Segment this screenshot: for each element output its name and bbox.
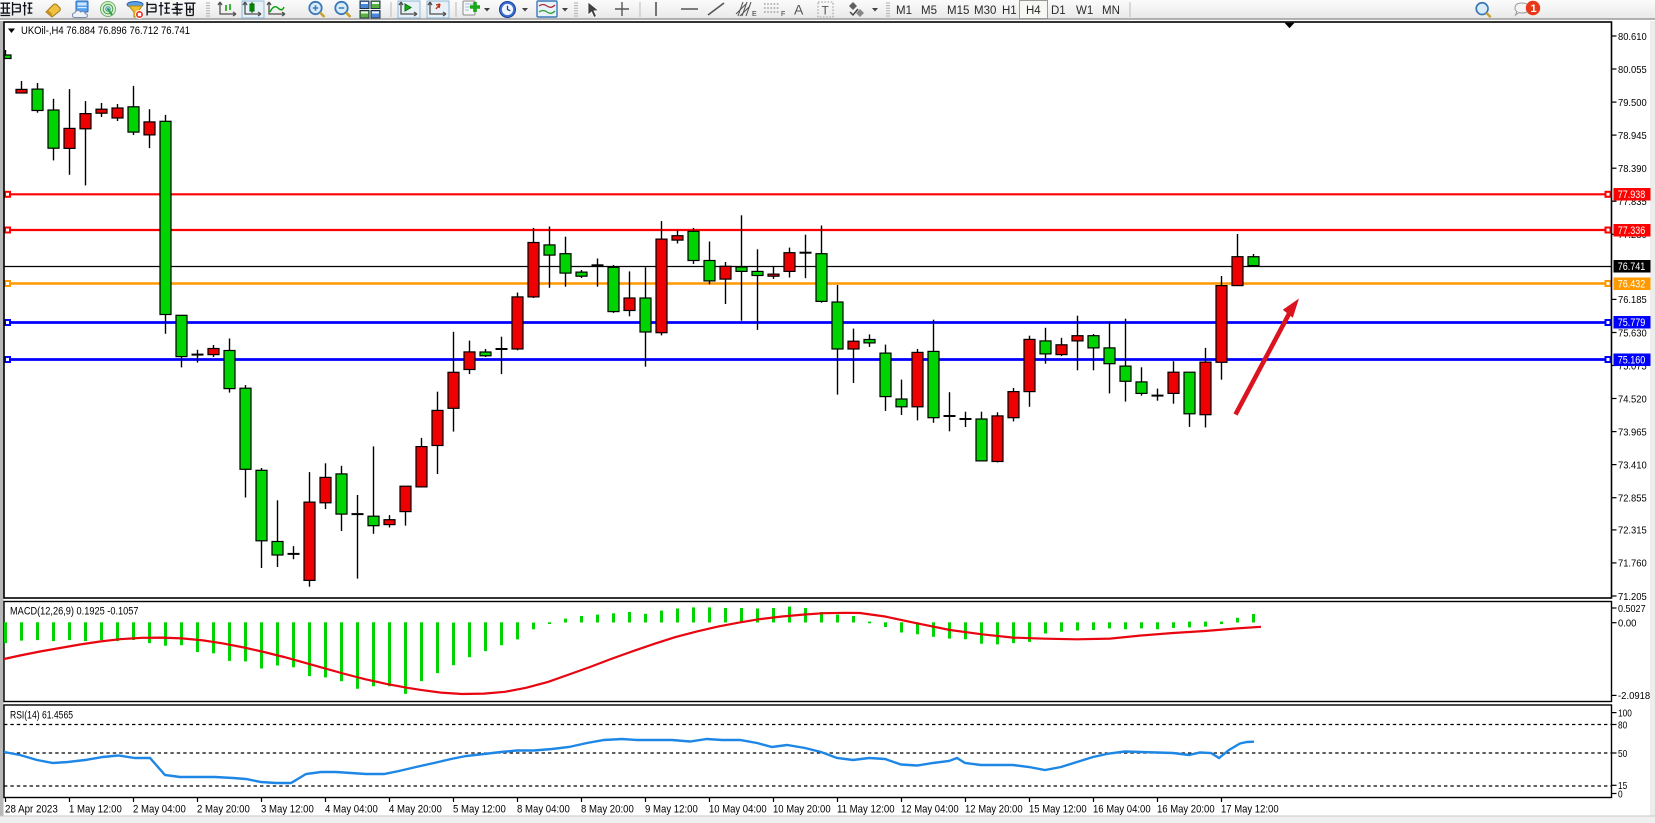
svg-text:RSI(14) 61.4565: RSI(14) 61.4565 (10, 710, 73, 722)
svg-text:73.410: 73.410 (1618, 460, 1647, 471)
svg-text:17 May 12:00: 17 May 12:00 (1221, 804, 1279, 816)
svg-text:0: 0 (1618, 789, 1623, 800)
svg-text:W1: W1 (1076, 5, 1093, 17)
svg-text:76.185: 76.185 (1618, 295, 1647, 306)
svg-text:F: F (781, 11, 785, 18)
svg-text:M5: M5 (921, 5, 937, 17)
svg-text:76.741: 76.741 (1618, 261, 1646, 273)
svg-text:75.075: 75.075 (1618, 361, 1647, 372)
svg-text:78.945: 78.945 (1618, 131, 1647, 142)
svg-text:M30: M30 (974, 5, 996, 17)
svg-text:H4: H4 (1026, 5, 1041, 17)
svg-text:78.390: 78.390 (1618, 164, 1647, 175)
svg-text:11 May 12:00: 11 May 12:00 (837, 804, 895, 816)
svg-text:75.779: 75.779 (1618, 317, 1646, 329)
svg-text:D1: D1 (1051, 5, 1066, 17)
svg-text:3 May 12:00: 3 May 12:00 (261, 804, 314, 816)
svg-text:MACD(12,26,9) 0.1925 -0.1057: MACD(12,26,9) 0.1925 -0.1057 (10, 606, 139, 618)
svg-text:28 Apr 2023: 28 Apr 2023 (5, 804, 58, 816)
svg-text:M1: M1 (896, 5, 912, 17)
svg-text:50: 50 (1618, 749, 1627, 760)
svg-text:74.520: 74.520 (1618, 394, 1647, 405)
svg-text:H1: H1 (1002, 5, 1017, 17)
svg-text:0.5027: 0.5027 (1618, 604, 1646, 615)
svg-text:4 May 20:00: 4 May 20:00 (389, 804, 442, 816)
svg-text:71.760: 71.760 (1618, 559, 1647, 570)
svg-text:71.205: 71.205 (1618, 592, 1647, 603)
svg-text:1: 1 (1531, 3, 1537, 15)
svg-text:12 May 20:00: 12 May 20:00 (965, 804, 1023, 816)
svg-text:E: E (752, 11, 757, 18)
svg-text:9 May 12:00: 9 May 12:00 (645, 804, 698, 816)
svg-text:0.00: 0.00 (1618, 619, 1637, 630)
svg-text:5 May 12:00: 5 May 12:00 (453, 804, 506, 816)
svg-text:15 May 12:00: 15 May 12:00 (1029, 804, 1087, 816)
svg-text:UKOil-,H4 76.884 76.896 76.71: UKOil-,H4 76.884 76.896 76.712 76.741 (21, 25, 190, 37)
svg-text:72.855: 72.855 (1618, 494, 1647, 505)
svg-text:16 May 20:00: 16 May 20:00 (1157, 804, 1215, 816)
svg-text:16 May 04:00: 16 May 04:00 (1093, 804, 1151, 816)
svg-text:75.160: 75.160 (1618, 355, 1646, 367)
svg-text:M15: M15 (947, 5, 969, 17)
svg-text:-2.0918: -2.0918 (1618, 691, 1651, 702)
svg-text:8 May 20:00: 8 May 20:00 (581, 804, 634, 816)
svg-text:10 May 20:00: 10 May 20:00 (773, 804, 831, 816)
svg-text:77.336: 77.336 (1618, 225, 1646, 237)
svg-text:80.610: 80.610 (1618, 32, 1647, 43)
svg-text:1 May 12:00: 1 May 12:00 (69, 804, 122, 816)
svg-text:MN: MN (1102, 5, 1120, 17)
svg-text:T: T (822, 4, 830, 18)
svg-text:8 May 04:00: 8 May 04:00 (517, 804, 570, 816)
svg-text:2 May 04:00: 2 May 04:00 (133, 804, 186, 816)
svg-text:80.055: 80.055 (1618, 65, 1647, 76)
svg-text:73.965: 73.965 (1618, 427, 1647, 438)
svg-text:A: A (794, 2, 804, 18)
svg-text:4 May 04:00: 4 May 04:00 (325, 804, 378, 816)
svg-text:80: 80 (1618, 720, 1627, 731)
svg-text:2 May 20:00: 2 May 20:00 (197, 804, 250, 816)
svg-text:12 May 04:00: 12 May 04:00 (901, 804, 959, 816)
svg-text:77.835: 77.835 (1618, 197, 1647, 208)
svg-text:79.500: 79.500 (1618, 98, 1647, 109)
svg-text:15: 15 (1618, 781, 1627, 792)
svg-text:77.938: 77.938 (1618, 189, 1646, 201)
svg-text:75.630: 75.630 (1618, 328, 1647, 339)
svg-text:76.432: 76.432 (1618, 279, 1646, 291)
svg-text:100: 100 (1618, 708, 1632, 719)
svg-text:10 May 04:00: 10 May 04:00 (709, 804, 767, 816)
svg-text:72.315: 72.315 (1618, 526, 1647, 537)
